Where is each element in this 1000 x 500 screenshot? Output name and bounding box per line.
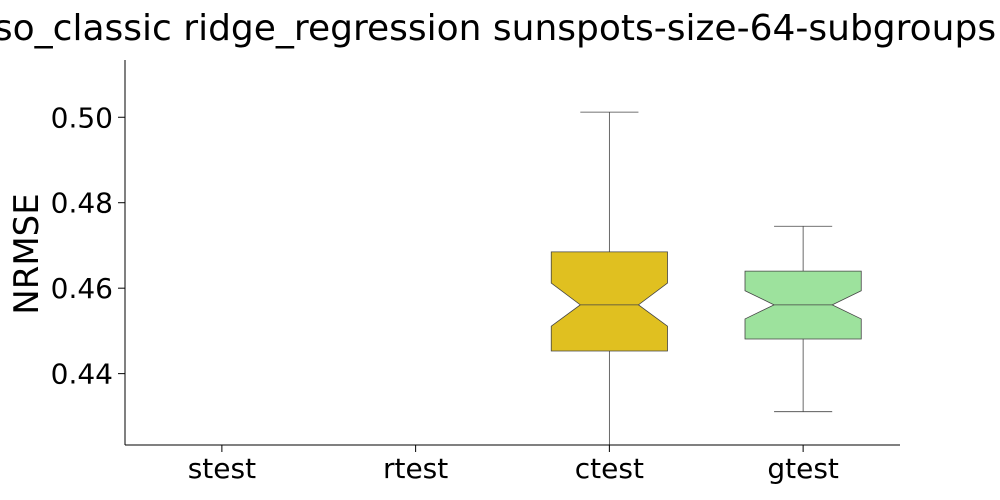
y-tick-label: 0.48 [51,187,113,220]
x-tick-label-gtest: gtest [767,452,839,485]
x-tick-label-rtest: rtest [383,452,448,485]
box-body [551,252,667,351]
y-tick-label: 0.44 [51,358,113,391]
box-gtest [745,226,861,411]
y-axis-label: NRMSE [7,193,47,314]
x-tick-label-stest: stest [188,452,256,485]
chart-title: so_classic ridge_regression sunspots-siz… [0,8,996,49]
box-ctest [551,112,667,448]
y-tick-label: 0.46 [51,272,113,305]
x-tick-label-ctest: ctest [575,452,644,485]
plot-area [551,112,861,448]
y-tick-label: 0.50 [51,101,113,134]
